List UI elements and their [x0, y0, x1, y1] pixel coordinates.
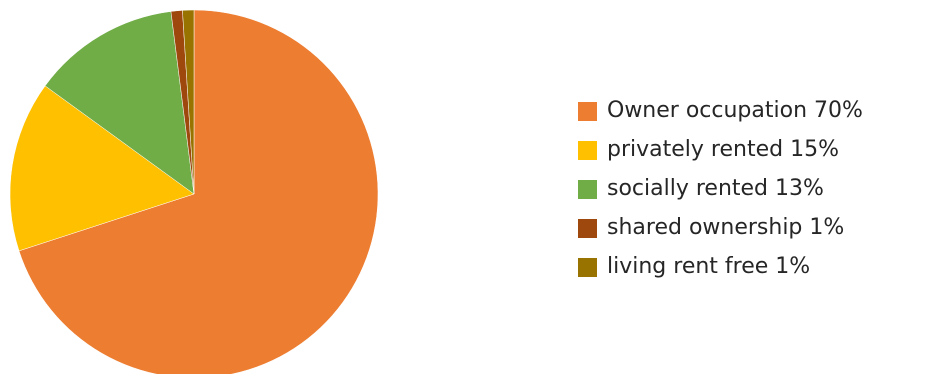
pie-slice-owner-occupation-70: [18, 9, 379, 374]
pie-slice-living-rent-free-1: [182, 9, 195, 195]
legend-label: shared ownership 1%: [607, 215, 845, 240]
legend-swatch: [578, 101, 597, 121]
pie-slice-socially-rented-13: [44, 11, 195, 195]
legend-label: living rent free 1%: [607, 254, 811, 279]
legend-swatch: [578, 140, 597, 160]
legend-label: socially rented 13%: [607, 176, 824, 201]
legend-item-privately-rented: privately rented 15%: [578, 139, 863, 161]
legend-swatch: [578, 179, 597, 199]
legend-item-owner-occupation: Owner occupation 70%: [578, 100, 863, 122]
legend-item-shared-ownership: shared ownership 1%: [578, 217, 863, 239]
legend-swatch: [578, 218, 597, 238]
legend-label: Owner occupation 70%: [607, 98, 863, 123]
legend-swatch: [578, 257, 597, 277]
legend: Owner occupation 70% privately rented 15…: [578, 100, 863, 295]
legend-item-socially-rented: socially rented 13%: [578, 178, 863, 200]
pie-slice-privately-rented-15: [9, 85, 195, 252]
legend-item-living-rent-free: living rent free 1%: [578, 256, 863, 278]
pie-slices: [9, 9, 379, 374]
legend-label: privately rented 15%: [607, 137, 839, 162]
